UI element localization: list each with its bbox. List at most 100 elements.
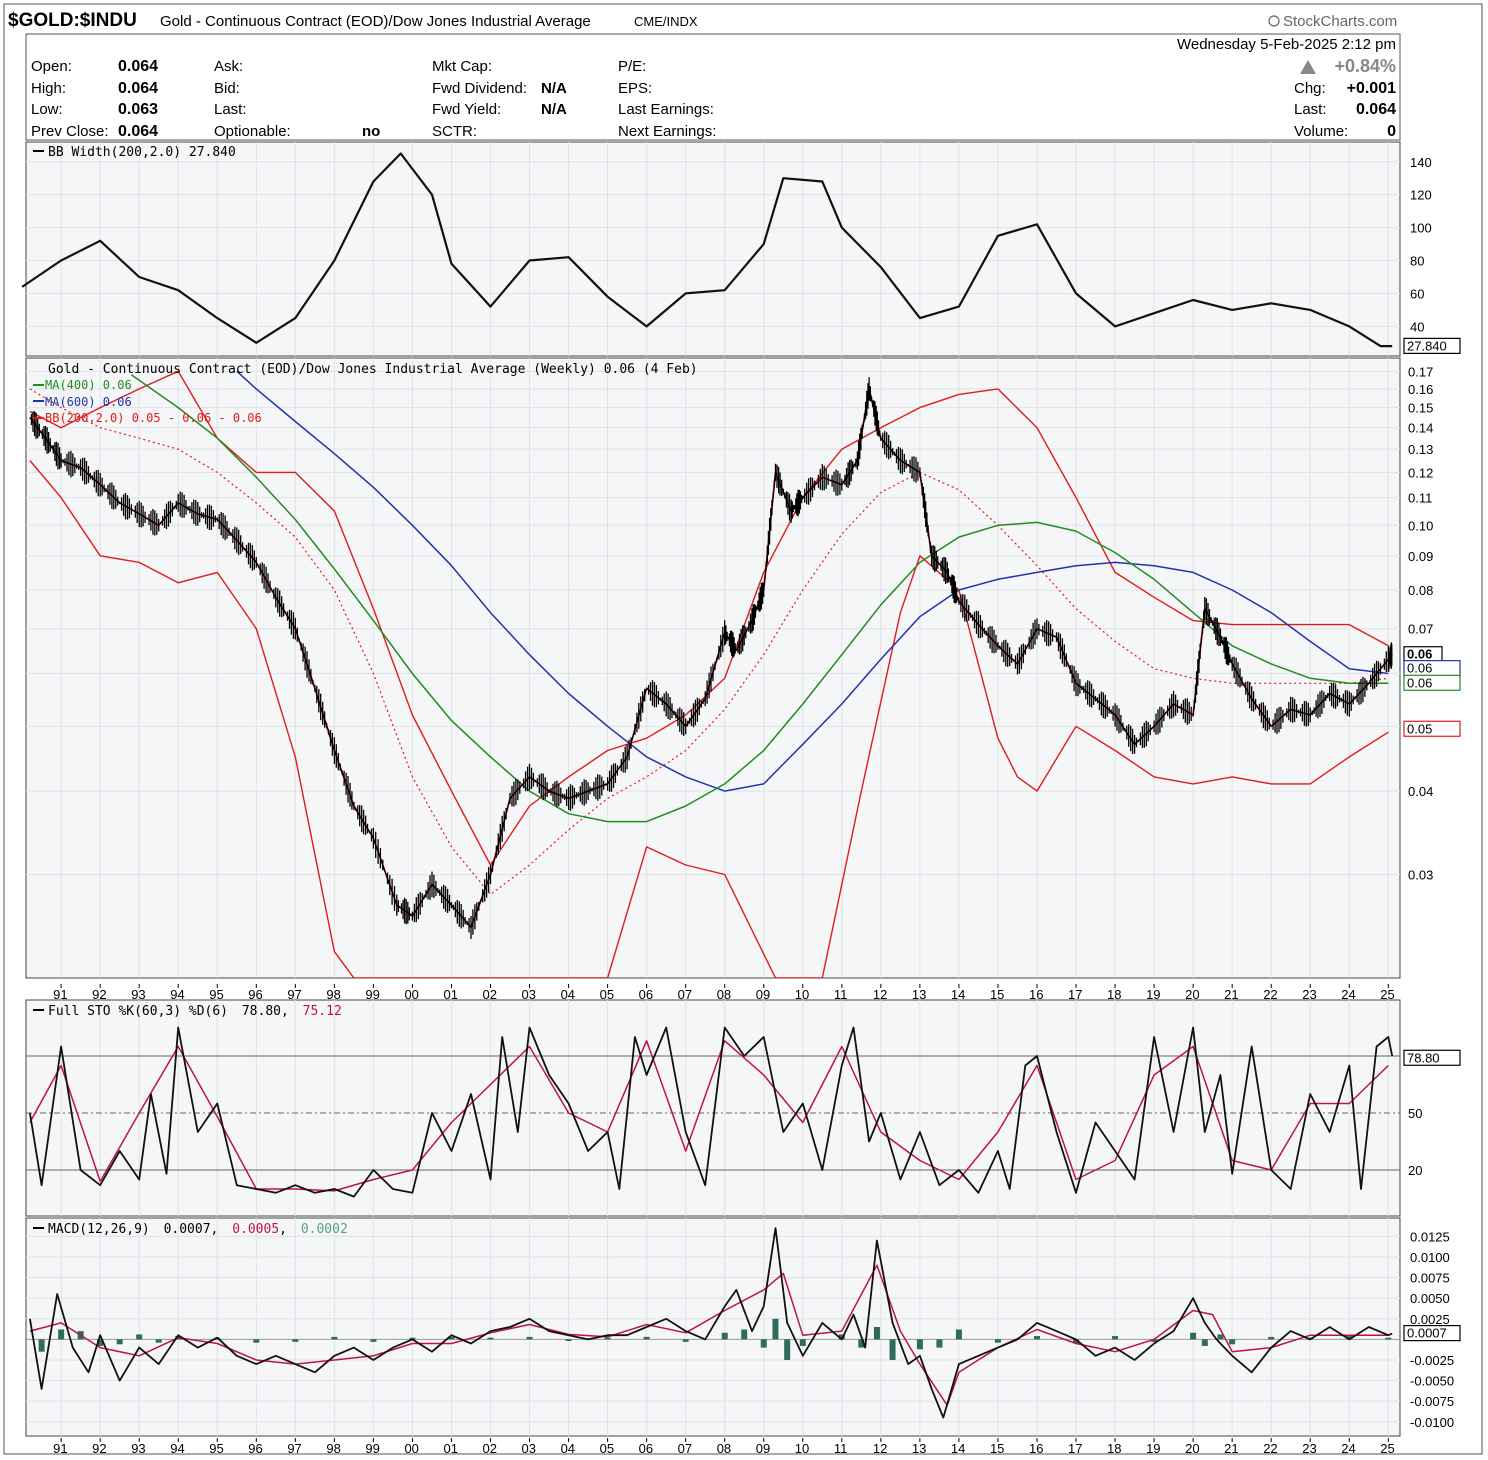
quote-datetime: Wednesday 5-Feb-2025 2:12 pm xyxy=(1177,36,1396,53)
x-tick-label: 05 xyxy=(600,987,614,1002)
x-tick-label: 97 xyxy=(287,1441,301,1456)
x-tick-label: 12 xyxy=(873,1441,887,1456)
macd-legend-hist: 0.0002 xyxy=(301,1222,348,1237)
macd-histogram-bar xyxy=(1073,1339,1080,1344)
macd-histogram-bar xyxy=(253,1339,260,1343)
pct-change-value: +0.84% xyxy=(1334,56,1396,76)
macd-histogram-bar xyxy=(58,1329,65,1340)
open-value: 0.064 xyxy=(118,58,158,75)
price-tick-label: 0.03 xyxy=(1408,868,1433,883)
x-tick-label: 25 xyxy=(1380,1441,1394,1456)
price-last-label: 0.06 xyxy=(1407,661,1432,676)
macd-tick-label: 0.0075 xyxy=(1410,1271,1450,1286)
low-value: 0.063 xyxy=(118,101,158,118)
chg-label: Chg: xyxy=(1294,80,1326,97)
price-last-label-box xyxy=(1403,674,1461,691)
macd-histogram-bar xyxy=(936,1339,943,1348)
x-tick-label: 24 xyxy=(1341,1441,1355,1456)
macd-histogram-bar xyxy=(448,1336,455,1340)
x-tick-label: 17 xyxy=(1068,1441,1082,1456)
x-tick-label: 02 xyxy=(483,987,497,1002)
x-tick-label: 98 xyxy=(326,987,340,1002)
x-tick-label: 93 xyxy=(131,1441,145,1456)
x-tick-label: 16 xyxy=(1029,1441,1043,1456)
price-tick-label: 0.14 xyxy=(1408,421,1433,436)
x-tick-label: 91 xyxy=(53,1441,67,1456)
macd-histogram-bar xyxy=(799,1339,806,1346)
price-panel: 0.17 0.16 0.15 0.14 0.13 0.12 0.11 0.10 0.09 0.08… xyxy=(25,357,1461,1002)
macd-legend-signal: 0.0005 xyxy=(232,1222,279,1237)
fwd-yield-value: N/A xyxy=(541,101,567,118)
macd-histogram-bar xyxy=(1033,1336,1040,1340)
last2-label: Last: xyxy=(1294,101,1327,118)
up-triangle-icon xyxy=(1300,60,1316,74)
macd-tick-label: -0.0075 xyxy=(1410,1394,1454,1409)
last-label: Last: xyxy=(214,101,247,118)
macd-tick-label: -0.0100 xyxy=(1410,1415,1454,1430)
x-tick-label: 04 xyxy=(561,1441,575,1456)
macd-histogram-bar xyxy=(1346,1336,1353,1340)
macd-line xyxy=(29,1227,1393,1419)
macd-histogram-bar xyxy=(994,1339,1001,1343)
x-tick-label: 01 xyxy=(443,1441,457,1456)
x-tick-label: 98 xyxy=(326,1441,340,1456)
fwd-dividend-value: N/A xyxy=(541,80,567,97)
price-tick-label: 0.09 xyxy=(1408,549,1433,564)
bid-label: Bid: xyxy=(214,80,240,97)
macd-histogram-bar xyxy=(1151,1339,1158,1342)
next-earnings-label: Next Earnings: xyxy=(618,123,716,140)
bbwidth-tick-label: 120 xyxy=(1410,188,1432,203)
price-plot-area xyxy=(29,370,1393,978)
macd-histogram-bar xyxy=(1217,1334,1224,1340)
symbol-title: $GOLD:$INDU xyxy=(8,10,137,31)
x-tick-label: 99 xyxy=(365,1441,379,1456)
macd-histogram-bar xyxy=(1229,1339,1236,1345)
price-tick-label: 0.04 xyxy=(1408,784,1433,799)
macd-tick-label: -0.0050 xyxy=(1410,1374,1454,1389)
bbwidth-legend: BB Width(200,2.0) 27.840 xyxy=(48,145,236,160)
macd-tick-label: -0.0025 xyxy=(1410,1353,1454,1368)
x-tick-label: 18 xyxy=(1107,987,1121,1002)
x-tick-label: 03 xyxy=(522,987,536,1002)
x-tick-label: 14 xyxy=(951,987,965,1002)
x-tick-label: 21 xyxy=(1224,987,1238,1002)
price-tick-label: 0.17 xyxy=(1408,364,1433,379)
macd-histogram-bar xyxy=(721,1332,728,1340)
x-tick-label: 16 xyxy=(1029,987,1043,1002)
x-tick-label: 20 xyxy=(1185,1441,1199,1456)
prev-close-value: 0.064 xyxy=(118,123,158,140)
bbwidth-frame xyxy=(25,141,1401,357)
last-earnings-label: Last Earnings: xyxy=(618,101,714,118)
macd-histogram-bar xyxy=(784,1339,791,1360)
open-label: Open: xyxy=(31,58,72,75)
x-tick-label: 97 xyxy=(287,987,301,1002)
macd-histogram-bar xyxy=(916,1339,923,1350)
bbwidth-tick-label: 140 xyxy=(1410,155,1432,170)
x-tick-label: 09 xyxy=(756,987,770,1002)
symbol-description: Gold - Continuous Contract (EOD)/Dow Jon… xyxy=(160,13,591,30)
bbwidth-panel: 140 120 100 80 60 40 27.840 xyxy=(21,141,1461,357)
macd-histogram-bar xyxy=(682,1339,689,1342)
optionable-value: no xyxy=(362,123,380,140)
x-tick-label: 25 xyxy=(1380,987,1394,1002)
macd-histogram-bar xyxy=(1190,1332,1197,1340)
x-tick-label: 21 xyxy=(1224,1441,1238,1456)
macd-histogram-bar xyxy=(565,1339,572,1342)
x-tick-label: 11 xyxy=(834,987,848,1002)
brand-label: StockCharts.com xyxy=(1283,13,1397,30)
fwd-dividend-label: Fwd Dividend: xyxy=(432,80,527,97)
macd-histogram-bar xyxy=(955,1329,962,1340)
macd-histogram-bar xyxy=(838,1334,845,1340)
macd-tick-label: 0.0125 xyxy=(1410,1229,1450,1244)
macd-histogram-bar xyxy=(604,1337,611,1340)
x-tick-label: 99 xyxy=(365,987,379,1002)
x-tick-label: 91 xyxy=(53,987,67,1002)
macd-histogram-bar xyxy=(1112,1336,1119,1340)
prev-close-label: Prev Close: xyxy=(31,123,109,140)
symbol-exchange: CME/INDX xyxy=(634,14,698,29)
price-last-label: 0.06 xyxy=(1407,647,1432,662)
chg-value: +0.001 xyxy=(1347,80,1396,97)
macd-histogram-bar xyxy=(772,1318,779,1340)
x-tick-label: 96 xyxy=(248,1441,262,1456)
